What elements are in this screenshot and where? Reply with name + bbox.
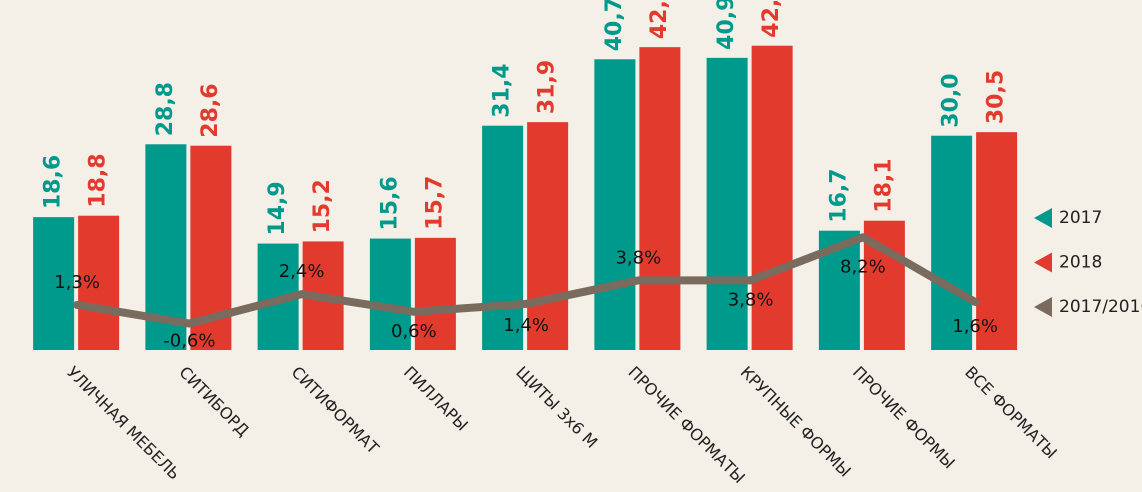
bar <box>78 215 120 350</box>
line-value-label: 1,4% <box>503 315 549 336</box>
bar <box>482 125 524 350</box>
line-value-label: 2,4% <box>279 261 325 282</box>
x-tick-label: ПИЛЛАРЫ <box>400 363 472 435</box>
value-label: 40,7 <box>602 0 627 51</box>
bar <box>639 47 681 351</box>
line-value-label: 0,6% <box>391 321 437 342</box>
value-label: 15,7 <box>422 176 447 230</box>
legend-label: 2017/2016 <box>1059 297 1142 317</box>
legend-label: 2018 <box>1059 253 1102 273</box>
value-label: 30,0 <box>939 73 964 127</box>
line-value-label: 3,8% <box>728 289 774 310</box>
value-label: 18,6 <box>41 155 66 209</box>
bar <box>751 45 793 350</box>
x-tick-label: ЩИТЫ 3x6 М <box>512 363 601 452</box>
x-tick-label: СИТИБОРД <box>175 363 253 441</box>
value-label: 28,8 <box>153 82 178 136</box>
bar <box>931 135 973 350</box>
line-value-label: 1,6% <box>952 316 998 337</box>
line-value-label: -0,6% <box>163 331 215 352</box>
x-tick-label: СИТИФОРМАТ <box>288 363 383 458</box>
value-label: 18,1 <box>871 158 896 212</box>
legend-marker <box>1034 297 1052 317</box>
bar <box>33 217 75 350</box>
x-tick-label: ВСЕ ФОРМАТЫ <box>961 363 1061 463</box>
line-value-label: 3,8% <box>616 247 662 268</box>
value-label: 42,6 <box>759 0 784 38</box>
bar <box>527 122 569 351</box>
x-tick-label: ПРОЧИЕ ФОРМАТЫ <box>624 363 748 487</box>
legend-marker <box>1034 208 1052 228</box>
value-label: 16,7 <box>826 168 851 222</box>
value-label: 28,6 <box>198 83 223 137</box>
x-tick-label: ПРОЧИЕ ФОРМЫ <box>849 363 959 473</box>
value-label: 18,8 <box>86 153 111 207</box>
bar <box>594 59 636 351</box>
legend-label: 2017 <box>1059 208 1102 228</box>
value-label: 30,5 <box>984 70 1009 124</box>
line-value-label: 1,3% <box>54 272 100 293</box>
legend-marker <box>1034 252 1052 273</box>
x-tick-label: УЛИЧНАЯ МЕБЕЛЬ <box>63 363 184 484</box>
bar <box>369 238 411 350</box>
value-label: 40,9 <box>714 0 739 50</box>
line <box>73 233 980 328</box>
value-label: 42,4 <box>647 0 672 39</box>
value-label: 31,9 <box>535 60 560 114</box>
bar <box>414 237 456 350</box>
value-label: 15,6 <box>377 176 402 230</box>
value-label: 31,4 <box>490 63 515 117</box>
bar <box>706 57 748 350</box>
value-label: 15,2 <box>310 179 335 233</box>
value-label: 14,9 <box>265 181 290 235</box>
bar <box>976 132 1018 350</box>
line-value-label: 8,2% <box>840 256 886 277</box>
x-tick-label: КРУПНЫЕ ФОРМЫ <box>737 363 855 481</box>
